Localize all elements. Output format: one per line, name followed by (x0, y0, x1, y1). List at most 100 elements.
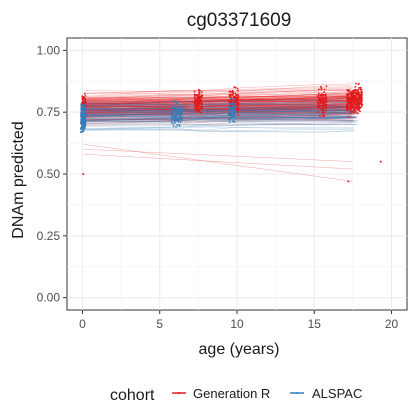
point-alspac (181, 110, 183, 112)
point-generation-r (237, 88, 239, 90)
point-alspac (179, 106, 181, 108)
point-generation-r (348, 99, 350, 101)
point-generation-r (194, 93, 196, 95)
point-alspac (231, 114, 233, 116)
point-generation-r (325, 97, 327, 99)
point-generation-r (355, 90, 357, 92)
point-generation-r (236, 94, 238, 96)
point-generation-r (237, 98, 239, 100)
x-axis-ticks: 0 5 10 15 20 (79, 310, 398, 331)
point-generation-r (321, 95, 323, 97)
legend-point-alspac (296, 392, 298, 394)
point-alspac (177, 112, 179, 114)
point-generation-r (347, 180, 349, 182)
point-generation-r (323, 109, 325, 111)
point-generation-r (196, 110, 198, 112)
y-axis-title: DNAm predicted (10, 121, 27, 238)
point-alspac (83, 100, 85, 102)
point-generation-r (238, 109, 240, 111)
point-generation-r (318, 93, 320, 95)
point-generation-r (354, 95, 356, 97)
point-generation-r (317, 103, 319, 105)
y-tick-label: 0.25 (37, 229, 61, 243)
chart-title: cg03371609 (187, 10, 292, 31)
point-generation-r (326, 85, 328, 87)
x-tick-label: 5 (156, 317, 163, 331)
point-alspac (230, 106, 232, 108)
point-generation-r (361, 99, 363, 101)
point-alspac (82, 127, 84, 129)
point-generation-r (359, 110, 361, 112)
point-alspac (175, 126, 177, 128)
point-generation-r (347, 96, 349, 98)
point-generation-r (85, 101, 87, 103)
point-generation-r (360, 87, 362, 89)
point-alspac (234, 117, 236, 119)
point-generation-r (361, 92, 363, 94)
point-alspac (177, 114, 179, 116)
point-generation-r (318, 88, 320, 90)
point-generation-r (358, 92, 360, 94)
point-generation-r (238, 102, 240, 104)
point-generation-r (195, 101, 197, 103)
point-alspac (82, 116, 84, 118)
point-generation-r (319, 115, 321, 117)
point-alspac (234, 114, 236, 116)
point-generation-r (199, 92, 201, 94)
point-alspac (234, 105, 236, 107)
point-alspac (232, 101, 234, 103)
point-generation-r (350, 111, 352, 113)
point-alspac (80, 107, 82, 109)
point-generation-r (237, 114, 239, 116)
point-alspac (81, 113, 83, 115)
point-alspac (84, 122, 86, 124)
point-generation-r (350, 92, 352, 94)
point-alspac (83, 126, 85, 128)
point-generation-r (354, 86, 356, 88)
x-tick-label: 0 (79, 317, 86, 331)
point-generation-r (351, 97, 353, 99)
point-generation-r (347, 103, 349, 105)
legend-point-generation-r (178, 392, 180, 394)
point-generation-r (195, 107, 197, 109)
point-generation-r (325, 95, 327, 97)
point-alspac (174, 122, 176, 124)
point-alspac (181, 113, 183, 115)
point-alspac (81, 110, 83, 112)
point-alspac (84, 110, 86, 112)
point-alspac (81, 121, 83, 123)
point-alspac (172, 123, 174, 125)
point-generation-r (229, 100, 231, 102)
point-generation-r (194, 99, 196, 101)
point-generation-r (194, 97, 196, 99)
point-generation-r (317, 96, 319, 98)
point-generation-r (347, 90, 349, 92)
point-generation-r (346, 109, 348, 111)
point-generation-r (361, 95, 363, 97)
point-generation-r (352, 90, 354, 92)
point-generation-r (194, 90, 196, 92)
point-generation-r (201, 106, 203, 108)
point-generation-r (85, 95, 87, 97)
point-generation-r (357, 102, 359, 104)
point-alspac (177, 121, 179, 123)
x-tick-label: 20 (385, 317, 399, 331)
point-generation-r (197, 106, 199, 108)
x-tick-label: 15 (308, 317, 322, 331)
point-generation-r (347, 93, 349, 95)
point-generation-r (201, 112, 203, 114)
y-tick-label: 0.50 (37, 167, 61, 181)
point-generation-r (353, 106, 355, 108)
point-generation-r (353, 96, 355, 98)
point-generation-r (198, 93, 200, 95)
point-alspac (176, 124, 178, 126)
point-generation-r (201, 91, 203, 93)
point-generation-r (237, 112, 239, 114)
point-alspac (171, 122, 173, 124)
point-alspac (229, 111, 231, 113)
point-alspac (173, 107, 175, 109)
point-generation-r (318, 98, 320, 100)
point-generation-r (324, 106, 326, 108)
point-generation-r (322, 97, 324, 99)
